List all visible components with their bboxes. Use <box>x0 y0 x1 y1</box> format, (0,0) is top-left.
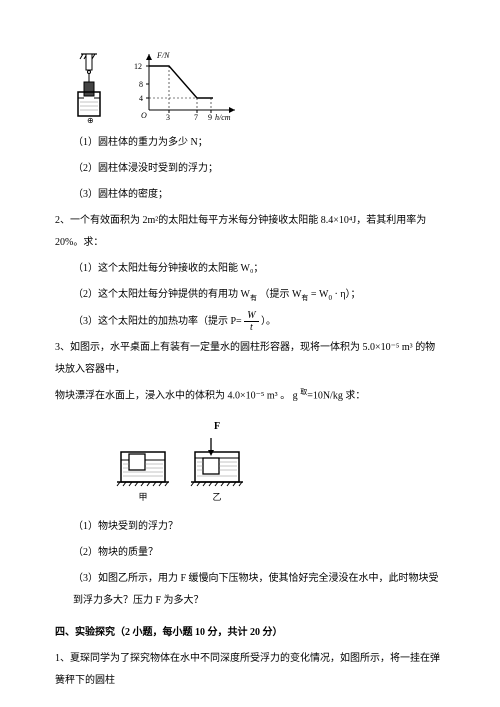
graph-ylabel: F/N <box>156 51 170 60</box>
p3-lead: 3、如图示，水平桌面上有装有一定量水的圆柱形容器，现将一体积为 5.0×10⁻⁵… <box>55 337 445 381</box>
svg-text:12: 12 <box>134 62 142 71</box>
section4-p1: 1、夏琛同学为了探究物体在水中不同深度所受浮力的变化情况，如图所示，将一挂在弹簧… <box>55 648 445 692</box>
svg-text:3: 3 <box>166 113 170 122</box>
svg-text:4: 4 <box>139 94 143 103</box>
p2-a: （1）这个太阳灶每分钟接收的太阳能 W₀； <box>55 258 445 280</box>
p3-c: （3）如图乙所示，用力 F 缓慢向下压物块，使其恰好完全浸没在水中，此时物块受到… <box>55 568 445 612</box>
svg-text:O: O <box>141 111 147 120</box>
q1-c: （3）圆柱体的密度； <box>55 184 445 206</box>
figure-1: ⊕ F/N 12 8 4 O 3 7 9 h/cm <box>75 48 445 124</box>
p2-c: （3）这个太阳灶的加热功率（提示 P= W t ）。 <box>55 310 445 333</box>
p3-line2: 物块漂浮在水面上，浸入水中的体积为 4.0×10⁻⁵ m³ 。 g 取=10N/… <box>55 385 445 407</box>
q1-b: （2）圆柱体浸没时受到的浮力； <box>55 158 445 180</box>
section4-title: 四、实验探究（2 小题，每小题 10 分，共计 20 分） <box>55 622 445 644</box>
svg-text:7: 7 <box>194 113 198 122</box>
container-yi: F 乙 <box>189 416 245 508</box>
force-depth-graph: F/N 12 8 4 O 3 7 9 h/cm <box>131 48 241 124</box>
fraction-w-t: W t <box>244 310 258 333</box>
q1-a: （1）圆柱体的重力为多少 N； <box>55 132 445 154</box>
container-jia: 甲 <box>115 438 171 508</box>
svg-text:8: 8 <box>139 80 143 89</box>
svg-text:9: 9 <box>208 113 212 122</box>
graph-xlabel: h/cm <box>215 113 231 122</box>
p2-lead: 2、一个有效面积为 2m²的太阳灶每平方米每分钟接收太阳能 8.4×10⁴J，若… <box>55 210 445 254</box>
svg-text:⊕: ⊕ <box>87 116 94 124</box>
p2-b: （2）这个太阳灶每分钟提供的有用功 W有 （提示 W有 = W0 · η）； <box>55 284 445 306</box>
p3-a: （1）物块受到的浮力？ <box>55 516 445 538</box>
figure-2: 甲 F 乙 <box>115 416 445 508</box>
p3-b: （2）物块的质量？ <box>55 542 445 564</box>
spring-apparatus-diagram: ⊕ <box>75 52 123 124</box>
